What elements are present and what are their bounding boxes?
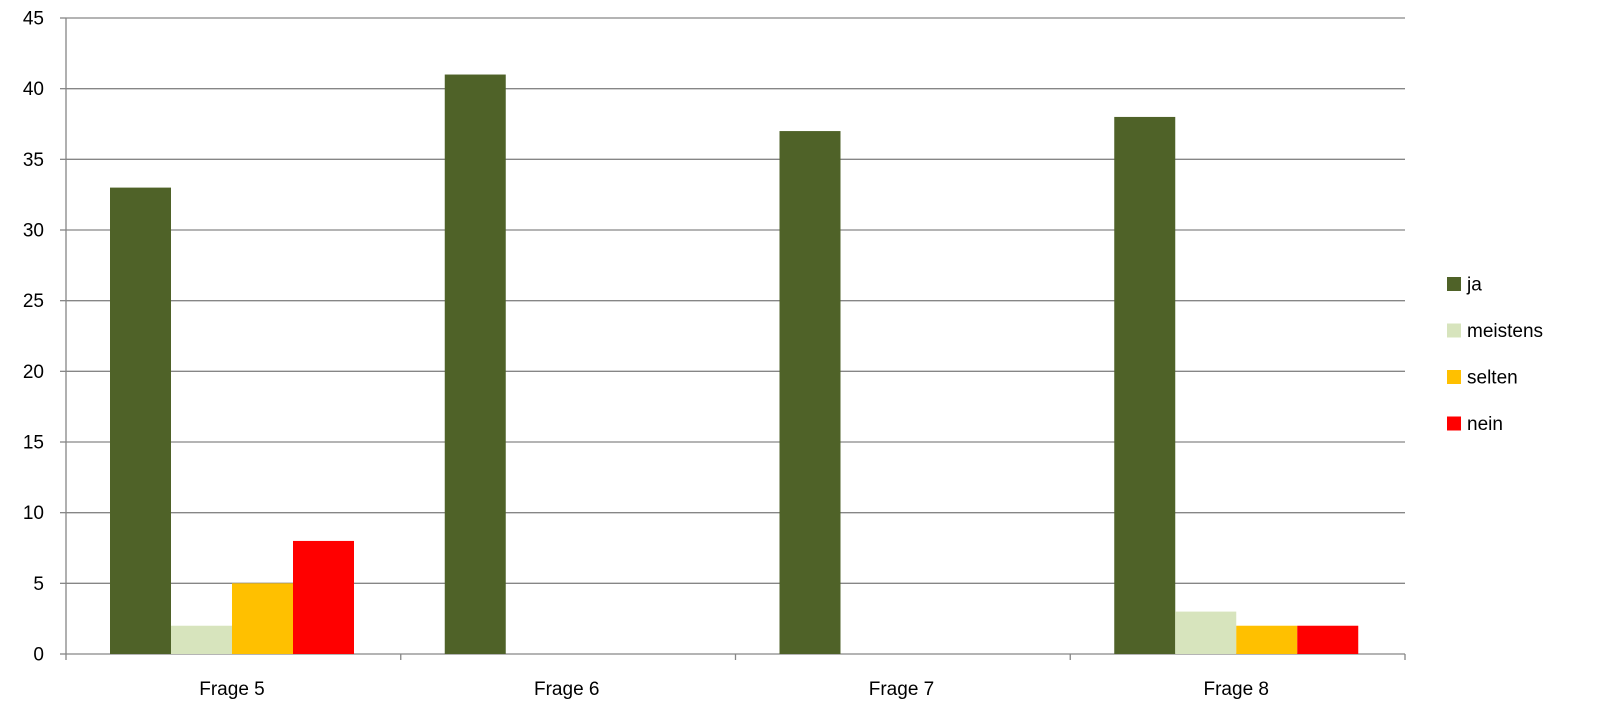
y-tick-label: 35 bbox=[23, 150, 44, 171]
y-tick-label: 40 bbox=[23, 79, 44, 100]
legend: ja meistens selten nein bbox=[1447, 275, 1543, 435]
x-axis-ticks: Frage 5 Frage 6 Frage 7 Frage 8 bbox=[199, 679, 1269, 700]
legend-swatch bbox=[1447, 416, 1461, 431]
legend-item-nein: nein bbox=[1447, 414, 1503, 435]
y-tick-label: 30 bbox=[23, 221, 44, 242]
legend-swatch bbox=[1447, 277, 1461, 291]
bar-nein-frage-8 bbox=[1297, 625, 1359, 654]
bar-meistens-frage-8 bbox=[1175, 611, 1237, 654]
x-tick-label: Frage 7 bbox=[869, 679, 934, 700]
bar-ja-frage-8 bbox=[1114, 116, 1176, 654]
y-tick-label: 25 bbox=[23, 291, 44, 312]
legend-label: selten bbox=[1467, 368, 1518, 389]
legend-item-ja: ja bbox=[1447, 275, 1482, 296]
legend-label: meistens bbox=[1467, 321, 1543, 342]
x-tick-label: Frage 6 bbox=[534, 679, 599, 700]
bars bbox=[110, 74, 1359, 655]
legend-swatch bbox=[1447, 323, 1461, 338]
axes bbox=[60, 17, 1406, 660]
y-axis-ticks: 0 5 10 15 20 25 30 35 40 45 bbox=[23, 9, 44, 666]
y-tick-label: 5 bbox=[33, 574, 44, 595]
legend-swatch bbox=[1447, 370, 1461, 384]
bar-ja-frage-5 bbox=[110, 187, 171, 654]
legend-label: nein bbox=[1467, 414, 1503, 435]
legend-item-meistens: meistens bbox=[1447, 321, 1543, 342]
x-tick-label: Frage 5 bbox=[199, 679, 264, 700]
y-tick-label: 20 bbox=[23, 362, 44, 383]
bar-ja-frage-6 bbox=[444, 74, 506, 655]
y-tick-label: 0 bbox=[33, 645, 44, 666]
y-tick-label: 45 bbox=[23, 9, 44, 30]
bar-ja-frage-7 bbox=[779, 131, 841, 655]
bar-meistens-frage-5 bbox=[171, 625, 232, 654]
legend-item-selten: selten bbox=[1447, 368, 1518, 389]
legend-label: ja bbox=[1466, 275, 1482, 296]
bar-selten-frage-8 bbox=[1236, 625, 1298, 654]
bar-nein-frage-5 bbox=[293, 540, 354, 654]
x-tick-label: Frage 8 bbox=[1204, 679, 1269, 700]
y-tick-label: 15 bbox=[23, 433, 44, 454]
y-tick-label: 10 bbox=[23, 503, 44, 524]
bar-selten-frage-5 bbox=[232, 583, 293, 654]
gridlines bbox=[66, 17, 1405, 584]
